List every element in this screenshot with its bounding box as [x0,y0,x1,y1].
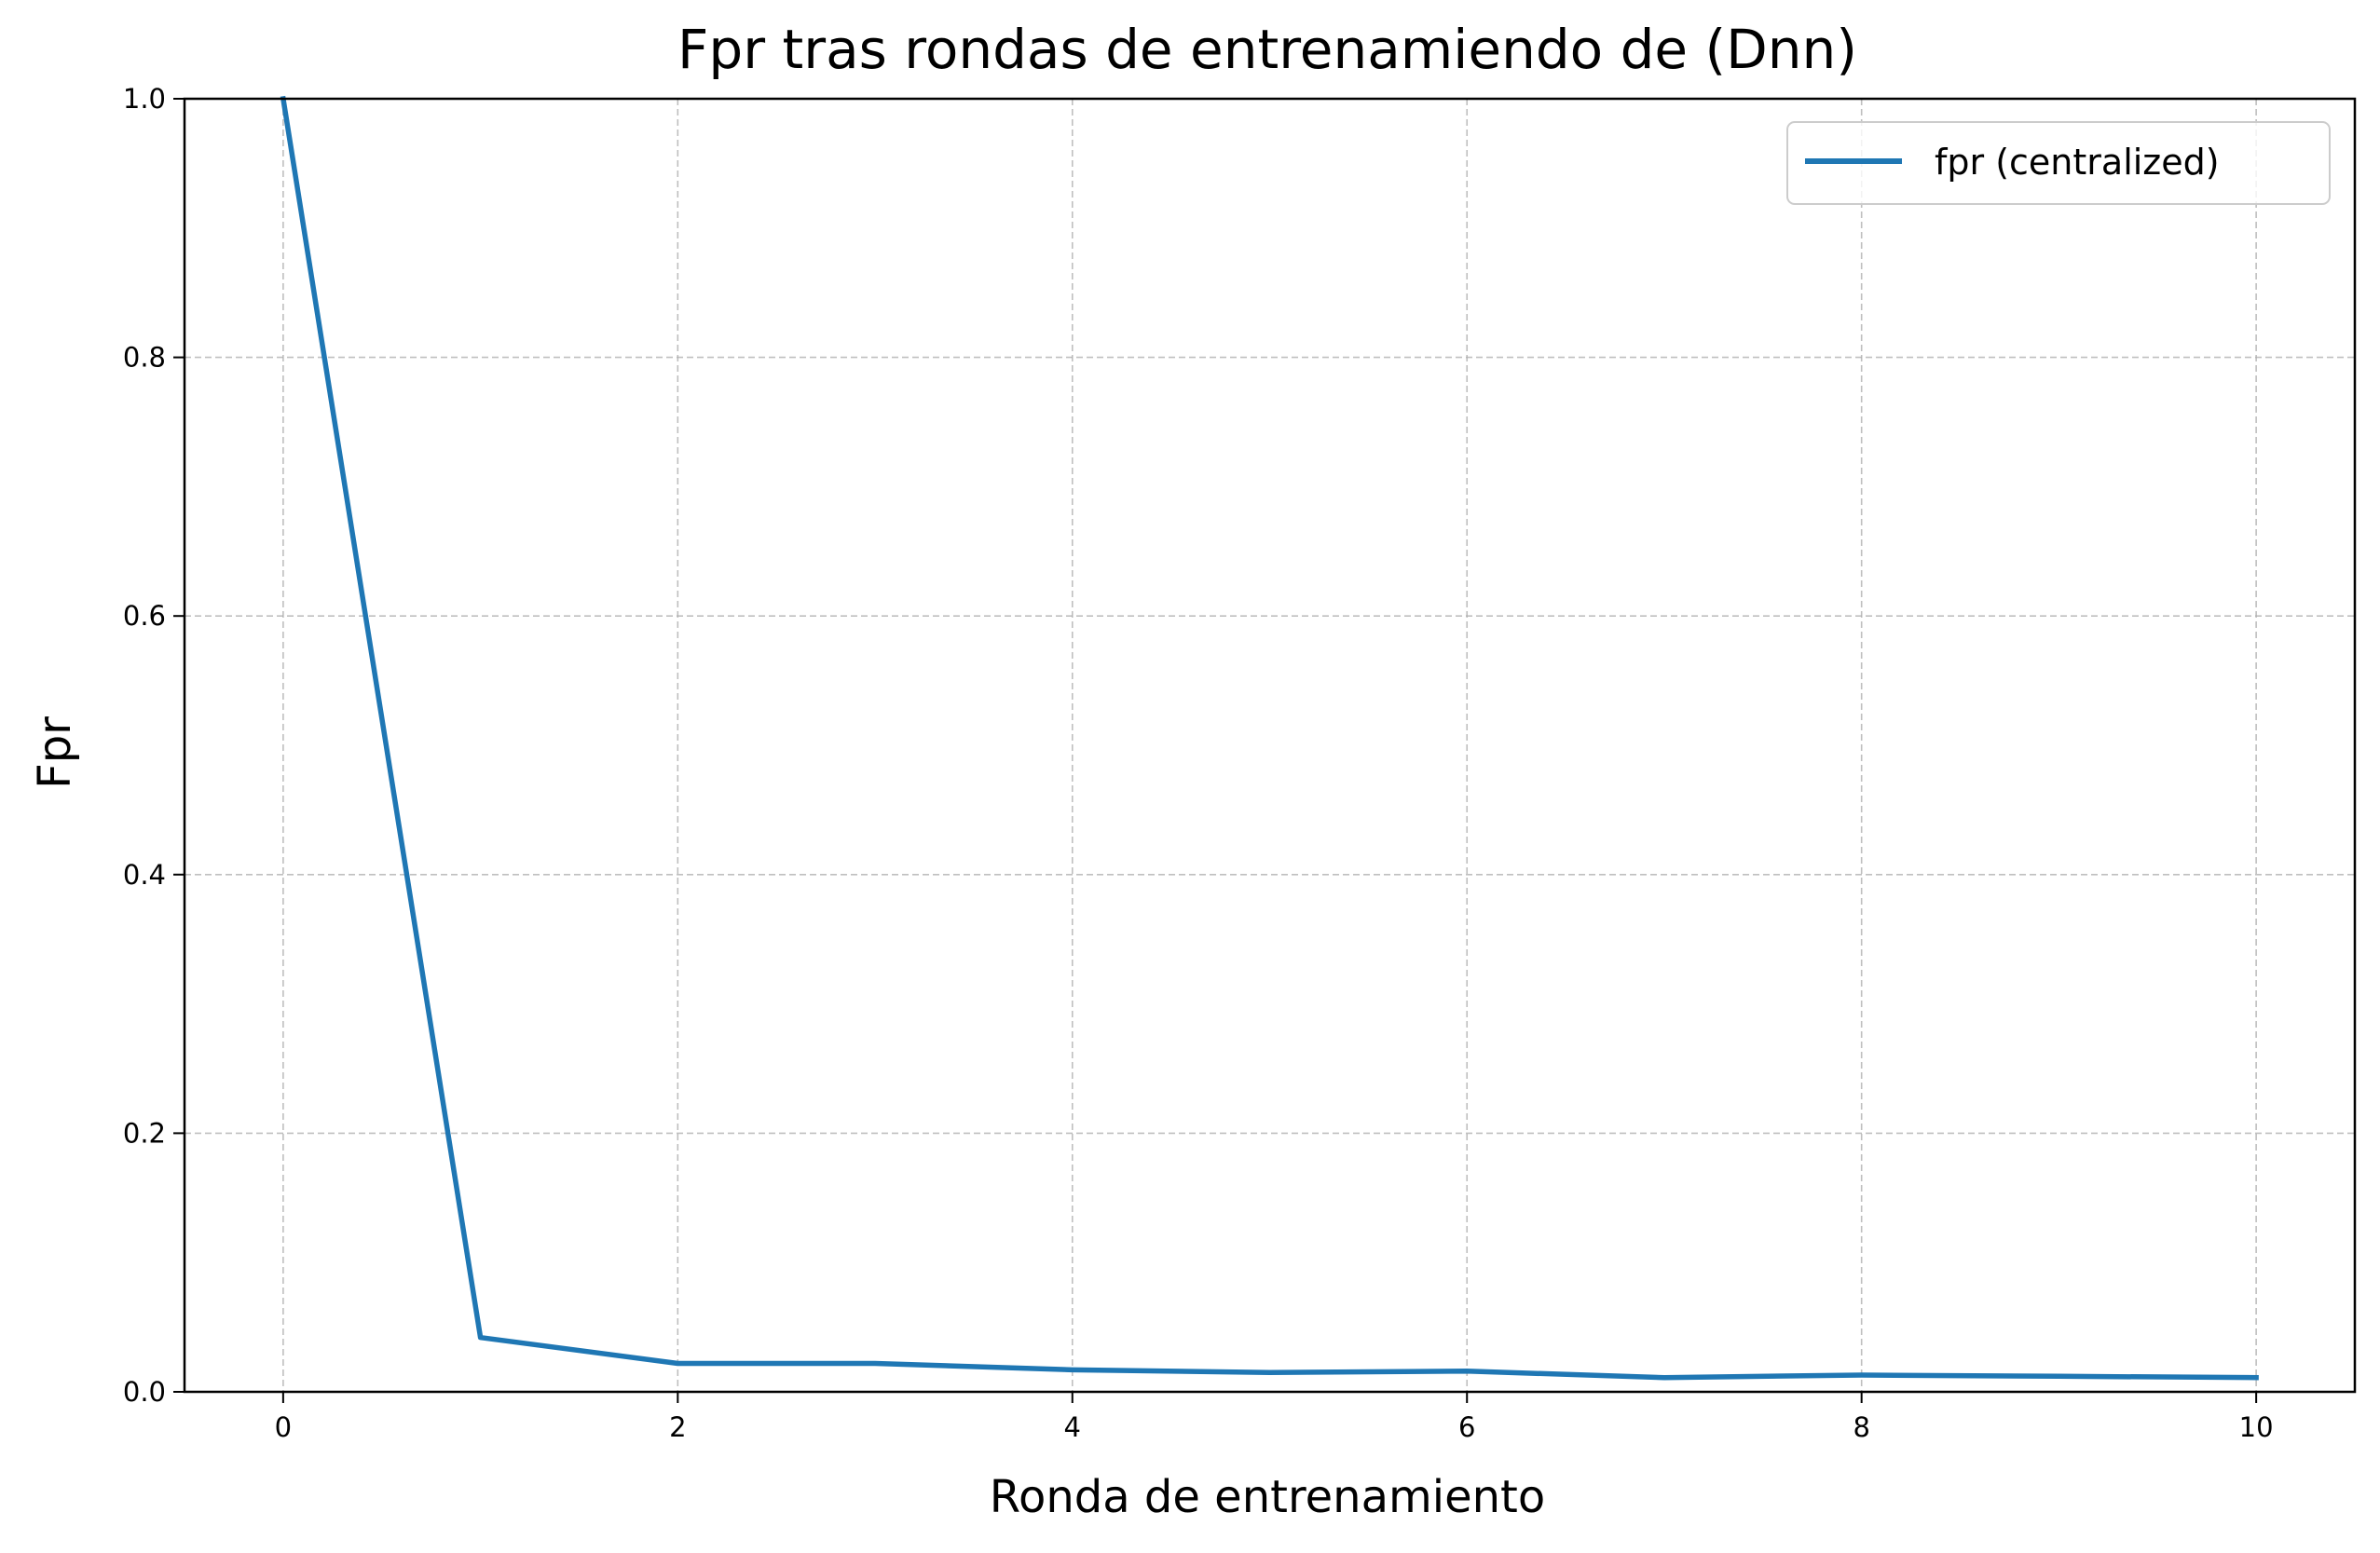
y-tick-label: 0.8 [123,342,166,374]
x-tick-label: 8 [1853,1411,1869,1443]
y-axis-label: Fpr [29,716,81,789]
legend-box [1786,121,2331,205]
y-axis-ticks: 0.0 0.2 0.4 0.6 0.8 1.0 [123,83,185,1408]
y-tick-label: 0.0 [123,1376,166,1408]
chart-title: Fpr tras rondas de entrenamiendo de (Dnn… [677,18,1857,81]
x-tick-label: 0 [275,1411,292,1443]
x-tick-label: 4 [1064,1411,1081,1443]
x-tick-label: 6 [1458,1411,1475,1443]
y-tick-label: 0.4 [123,859,166,891]
x-axis-ticks: 0 2 4 6 8 10 [275,1392,2274,1443]
plot-frame [183,97,2357,1394]
y-tick-label: 0.2 [123,1117,166,1149]
legend: fpr (centralized) [1786,121,2331,205]
x-axis-label: Ronda de entrenamiento [990,1471,1545,1523]
series-line [280,95,2259,1381]
y-tick-label: 1.0 [123,83,166,115]
legend-label: fpr (centralized) [1935,142,2220,183]
y-tick-label: 0.6 [123,600,166,632]
x-tick-label: 10 [2239,1411,2274,1443]
x-tick-label: 2 [669,1411,686,1443]
series-layer [280,95,2259,1381]
